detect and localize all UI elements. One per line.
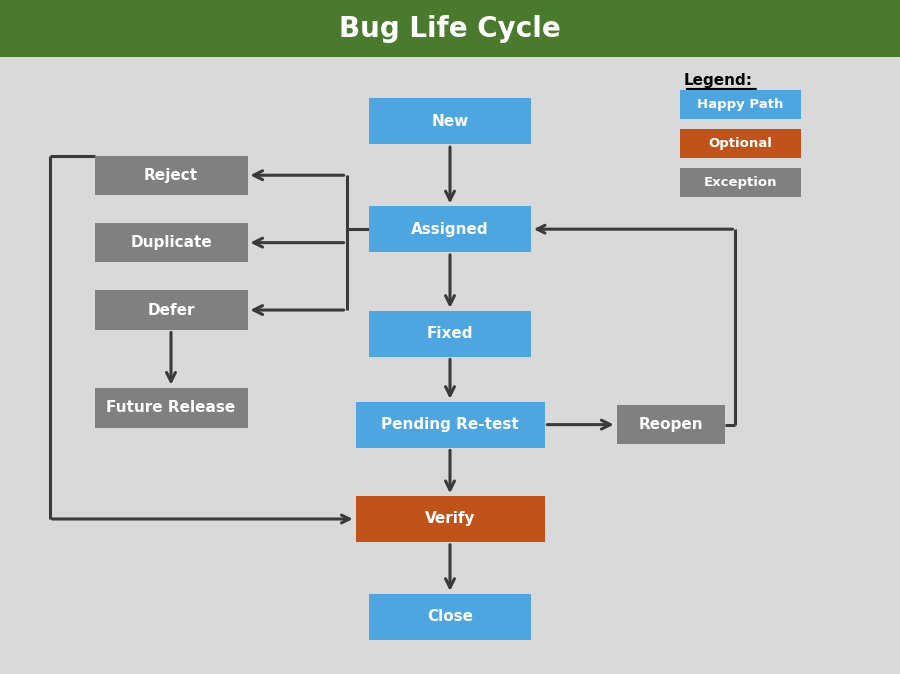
FancyBboxPatch shape	[94, 223, 248, 262]
Text: Defer: Defer	[148, 303, 194, 317]
FancyBboxPatch shape	[94, 156, 248, 195]
FancyBboxPatch shape	[369, 206, 531, 252]
FancyBboxPatch shape	[680, 168, 801, 197]
Text: New: New	[431, 114, 469, 129]
Text: Close: Close	[427, 609, 473, 624]
Text: Legend:: Legend:	[684, 73, 753, 88]
FancyBboxPatch shape	[356, 402, 544, 448]
FancyBboxPatch shape	[356, 496, 544, 542]
Text: Happy Path: Happy Path	[698, 98, 783, 111]
FancyBboxPatch shape	[616, 405, 724, 444]
Text: Reopen: Reopen	[638, 417, 703, 432]
Text: Pending Re-test: Pending Re-test	[381, 417, 519, 432]
Text: Future Release: Future Release	[106, 400, 236, 415]
Text: Verify: Verify	[425, 512, 475, 526]
Text: Bug Life Cycle: Bug Life Cycle	[339, 15, 561, 43]
FancyBboxPatch shape	[369, 98, 531, 144]
FancyBboxPatch shape	[94, 388, 248, 428]
FancyBboxPatch shape	[369, 594, 531, 640]
FancyBboxPatch shape	[0, 0, 900, 57]
Text: Reject: Reject	[144, 168, 198, 183]
Text: Assigned: Assigned	[411, 222, 489, 237]
FancyBboxPatch shape	[680, 90, 801, 119]
Text: Exception: Exception	[704, 176, 777, 189]
FancyBboxPatch shape	[680, 129, 801, 158]
Text: Duplicate: Duplicate	[130, 235, 212, 250]
Text: Optional: Optional	[708, 137, 772, 150]
FancyBboxPatch shape	[94, 290, 248, 330]
FancyBboxPatch shape	[369, 311, 531, 357]
Text: Fixed: Fixed	[427, 326, 473, 341]
